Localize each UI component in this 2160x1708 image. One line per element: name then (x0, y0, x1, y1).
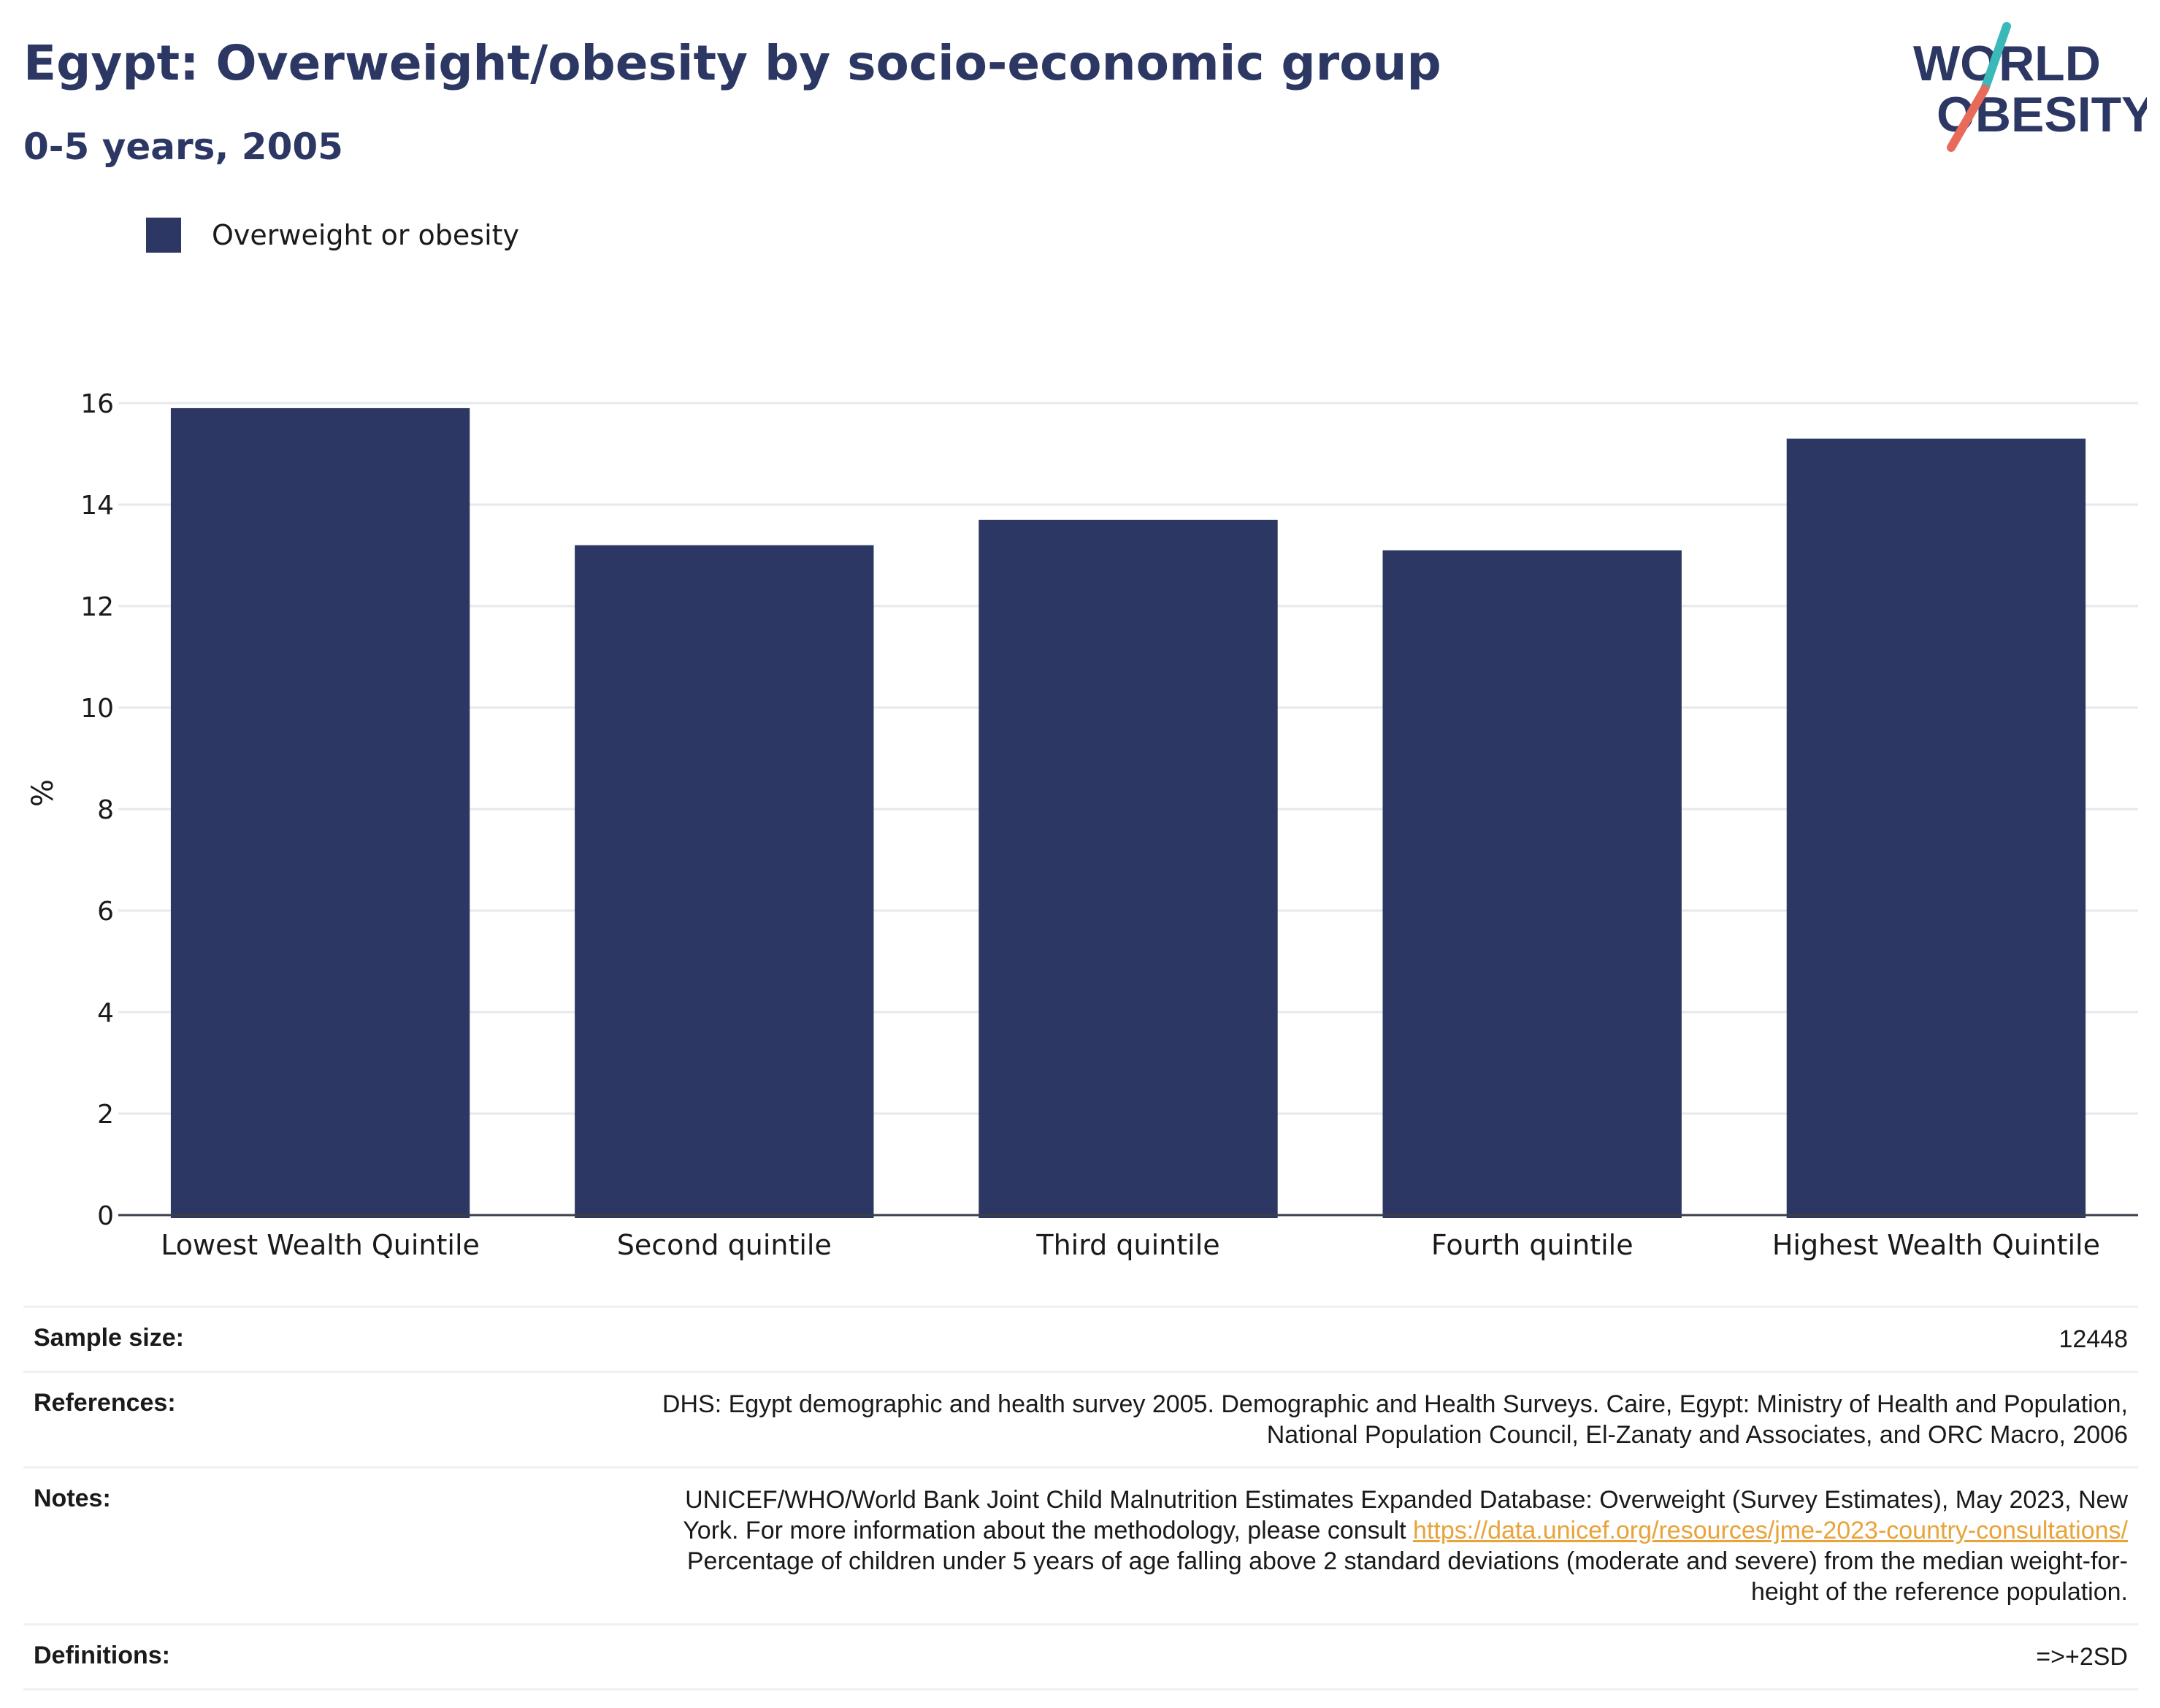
chart-title: Egypt: Overweight/obesity by socio-econo… (23, 35, 1441, 91)
notes-line-1: UNICEF/WHO/World Bank Joint Child Malnut… (685, 1486, 2128, 1514)
sample-size-label: Sample size: (34, 1324, 184, 1352)
bar (1786, 438, 2086, 1218)
sample-size-value: 12448 (2058, 1325, 2128, 1353)
bar (978, 519, 1278, 1218)
y-tick-label: 16 (80, 389, 114, 419)
info-row-sample-size: Sample size: 12448 (23, 1306, 2138, 1371)
definitions-label: Definitions: (34, 1642, 170, 1669)
info-row-notes: Notes: UNICEF/WHO/World Bank Joint Child… (23, 1466, 2138, 1623)
chart-legend: Overweight or obesity (146, 218, 519, 253)
bar-chart: 0 2 4 6 8 10 12 14 16% Lowest Wealth Quintile Seco… (26, 389, 2138, 1261)
y-tick-label: 10 (80, 694, 114, 724)
y-axis-label: % (26, 779, 60, 807)
notes-line-3: Percentage of children under 5 years of … (686, 1547, 2128, 1575)
x-tick-label: Fourth quintile (1431, 1229, 1634, 1261)
bar (575, 545, 874, 1218)
references-value: DHS: Egypt demographic and health survey… (662, 1389, 2128, 1450)
y-tick-label: 6 (97, 897, 114, 927)
notes-line-4: height of the reference population. (1750, 1578, 2128, 1606)
legend-swatch (146, 218, 181, 253)
y-tick-label: 0 (97, 1201, 114, 1231)
logo-text-world: WORLD (1913, 36, 2101, 91)
notes-link[interactable]: https://data.unicef.org/resources/jme-20… (1413, 1517, 2128, 1544)
bar (1382, 550, 1682, 1218)
logo-slash-teal (1980, 22, 2011, 93)
y-tick-label: 2 (97, 1100, 114, 1130)
notes-value: UNICEF/WHO/World Bank Joint Child Malnut… (683, 1485, 2128, 1607)
x-tick-label: Highest Wealth Quintile (1772, 1229, 2100, 1261)
references-line-1: DHS: Egypt demographic and health survey… (662, 1390, 2128, 1418)
references-label: References: (34, 1389, 176, 1417)
notes-label: Notes: (34, 1485, 111, 1512)
legend-label: Overweight or obesity (212, 219, 520, 251)
y-tick-label: 14 (80, 491, 114, 521)
x-tick-label: Lowest Wealth Quintile (161, 1229, 480, 1261)
chart-subtitle: 0-5 years, 2005 (23, 126, 343, 168)
references-line-2: National Population Council, El-Zanaty a… (1266, 1421, 2128, 1449)
y-tick-label: 4 (97, 998, 114, 1028)
bar (170, 407, 470, 1219)
y-tick-label: 8 (97, 795, 114, 825)
x-tick-label: Third quintile (1035, 1229, 1219, 1261)
info-row-definitions: Definitions: =>+2SD (23, 1623, 2138, 1690)
notes-line-2: York. For more information about the met… (683, 1517, 1406, 1544)
logo-slash-coral (1947, 85, 1989, 152)
definitions-value: =>+2SD (2036, 1643, 2128, 1671)
world-obesity-logo: WORLD OBESITY (1913, 22, 2147, 152)
info-row-references: References: DHS: Egypt demographic and h… (23, 1371, 2138, 1466)
x-tick-label: Second quintile (617, 1229, 832, 1261)
y-tick-label: 12 (80, 592, 114, 622)
info-table: Sample size: 12448 References: DHS: Egyp… (23, 1306, 2138, 1690)
